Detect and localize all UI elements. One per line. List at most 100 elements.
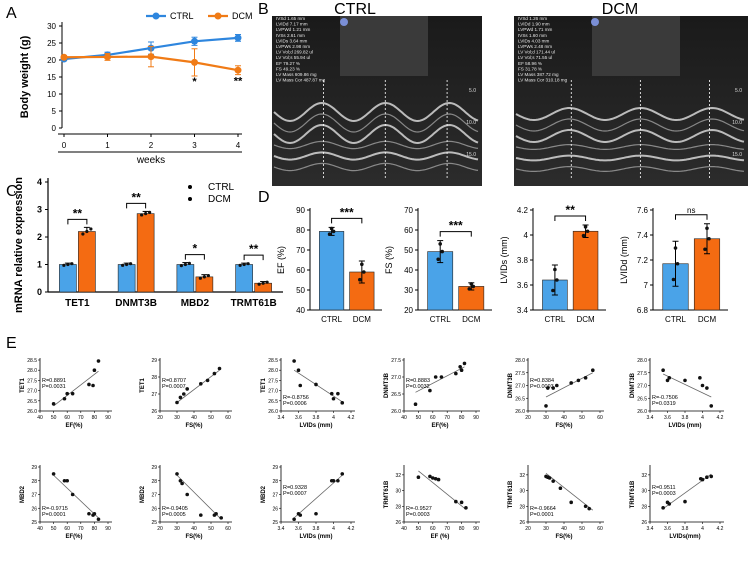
E5-y-tick-label: 28.0: [515, 358, 525, 364]
E3-data-point: [336, 391, 340, 396]
E7-data-point: [65, 478, 69, 483]
c-legend-dot: [188, 197, 192, 201]
echo-ctrl-title: CTRL: [334, 1, 376, 18]
D1-y-tick-label: 40: [296, 306, 305, 315]
c-significance-bracket: [184, 254, 205, 260]
c-replicate-dot: [140, 213, 144, 217]
E2-data-point: [199, 382, 203, 386]
E4-stat-p: P=0.0032: [406, 384, 430, 390]
echo-tissue-band: [273, 113, 479, 133]
E8-y-label: MBD2: [140, 485, 146, 503]
echo-readout-line: LV Vol;d 171.44 ul: [518, 50, 555, 55]
c-bar-dcm: [78, 231, 96, 293]
c-bar-ctrl: [117, 264, 136, 293]
D3-bar-dcm: [572, 230, 599, 311]
E5-y-tick-label: 26.5: [515, 396, 525, 402]
c-replicate-dot: [198, 276, 202, 280]
c-replicate-dot: [261, 281, 265, 285]
E2-x-tick-label: 60: [225, 415, 231, 421]
panel-e-correlation-scatters: 26.0 26.5 27.0 27.5 28.0 28.5 40 50 60 70 80 90 EF(%…: [20, 358, 724, 540]
E8-data-point: [219, 516, 223, 520]
E11-x-tick-label: 30: [543, 526, 549, 532]
E6-data-point: [698, 376, 702, 380]
E5-x-label: FS(%): [556, 423, 573, 429]
E2-y-tick-label: 27: [151, 392, 157, 398]
D2-category-label: DCM: [462, 315, 481, 324]
echo-tissue-band: [515, 154, 745, 162]
E4-regression-line: [415, 366, 465, 393]
D1-y-tick-label: 50: [296, 286, 305, 295]
E5-data-point: [544, 404, 548, 408]
a-data-point: [191, 58, 198, 66]
E4-stat-r: R=0.8883: [406, 378, 430, 384]
E5-stat-r: R=0.8384: [530, 378, 554, 384]
E3-y-label: TET1: [261, 378, 267, 393]
E4-data-point: [439, 375, 444, 379]
echo-readout-line: LVPWd 1.21 mm: [276, 27, 311, 32]
echo-dcm-mmode-trace: 5.0 10.0 15.0: [515, 80, 745, 180]
a-legend-marker: [152, 12, 160, 20]
D4-y-label: LVIDd (mm): [619, 236, 629, 284]
E2-data-point: [182, 392, 186, 396]
E1-y-tick-label: 28.5: [27, 358, 37, 364]
E9-data-point: [292, 517, 296, 522]
E4-x-label: EF(%): [432, 423, 449, 429]
E12-y-label: TRMT61B: [630, 480, 636, 508]
D4-significance-bracket: [675, 214, 708, 220]
E6-y-tick-label: 26.0: [637, 409, 647, 415]
D1-bar-ctrl: [319, 231, 345, 311]
E9-y-label: MBD2: [261, 485, 267, 503]
c-legend-label: DCM: [208, 194, 231, 205]
c-replicate-dot: [179, 264, 183, 268]
E9-y-tick-label: 25: [272, 520, 278, 526]
E3-y-tick-label: 28.5: [268, 358, 278, 364]
E4-y-label: DNMT3B: [384, 372, 390, 398]
E10-x-tick-label: 40: [401, 526, 407, 532]
E4-x-tick-label: 70: [444, 415, 450, 421]
E3-regression-line: [293, 369, 343, 403]
echo-readout-line: EF 58.96 %: [518, 61, 542, 66]
echo-depth-label: 10.0: [466, 120, 476, 126]
E10-x-tick-label: 70: [444, 526, 450, 532]
E5-data-point: [591, 368, 595, 373]
echo-tissue-band: [273, 140, 479, 150]
E2-data-point: [205, 378, 210, 383]
E12-y-tick-label: 30: [641, 489, 647, 495]
E1-data-point: [92, 368, 97, 373]
E5-x-tick-label: 60: [597, 415, 603, 421]
echo-readout-line: EF 79.27 %: [276, 61, 300, 66]
D4-y-tick-label: 7.6: [637, 206, 649, 215]
D3-replicate-dot: [583, 225, 588, 229]
c-replicate-dot: [70, 262, 74, 266]
D2-y-label: FS (%): [384, 246, 394, 274]
E3-data-point: [296, 368, 301, 373]
D2-category-label: CTRL: [430, 315, 451, 324]
E1-x-label: EF(%): [66, 423, 83, 429]
D1-y-tick-label: 80: [296, 226, 305, 235]
echo-tissue-band: [273, 123, 479, 145]
D3-significance-bracket: [554, 215, 587, 221]
E11-x-tick-label: 20: [525, 526, 531, 532]
E7-data-point: [62, 478, 67, 483]
E10-data-point: [436, 477, 441, 482]
D2-replicate-dot: [471, 284, 476, 289]
E11-x-label: FS(%): [556, 534, 573, 540]
E1-data-point: [91, 383, 95, 388]
E2-y-label: TET1: [140, 378, 146, 393]
E1-data-point: [62, 396, 67, 401]
a-x-label: weeks: [136, 155, 165, 166]
E4-x-tick-label: 50: [416, 415, 422, 421]
E6-data-point: [667, 376, 672, 380]
c-bar-ctrl: [59, 264, 77, 293]
E12-data-point: [709, 474, 714, 479]
D4-y-tick-label: 7: [644, 281, 649, 290]
E1-x-tick-label: 50: [51, 415, 57, 421]
c-significance-mark: **: [131, 190, 141, 204]
D4-replicate-dot: [675, 261, 680, 266]
E11-x-tick-label: 40: [561, 526, 567, 532]
c-replicate-dot: [81, 232, 85, 236]
E3-data-point: [331, 396, 336, 401]
E10-y-tick-label: 28: [395, 504, 401, 510]
E12-x-label: LVIDs(mm): [669, 534, 700, 540]
